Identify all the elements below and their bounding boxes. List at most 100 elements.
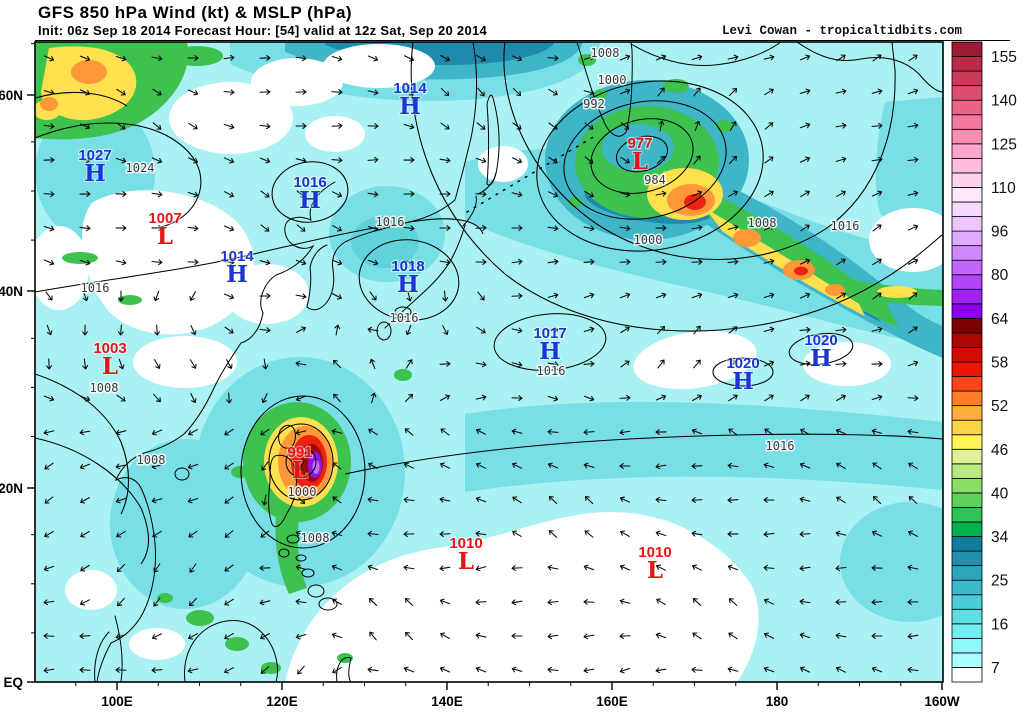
colorbar-segment xyxy=(951,303,983,319)
wind-arrow xyxy=(511,395,523,402)
wind-arrow xyxy=(331,122,343,129)
colorbar-segment xyxy=(951,157,983,174)
wind-arrow xyxy=(43,667,55,674)
wind-arrow xyxy=(657,87,665,97)
wind-arrow xyxy=(403,531,415,537)
wind-arrow xyxy=(547,326,559,333)
contour-value-label: 1016 xyxy=(376,215,405,229)
wind-arrow xyxy=(835,360,847,367)
wind-arrow xyxy=(475,462,487,469)
wind-arrow xyxy=(332,225,342,232)
wind-arrow xyxy=(907,428,919,435)
wind-arrow xyxy=(655,54,667,61)
pressure-value: 1017 xyxy=(533,325,566,342)
wind-arrow xyxy=(583,326,595,333)
wind-arrow xyxy=(908,292,918,300)
wind-arrow xyxy=(907,395,919,402)
wind-arrow xyxy=(224,667,234,674)
wind-arrow xyxy=(583,292,595,299)
wind-arrow xyxy=(223,89,235,96)
wind-arrow xyxy=(619,394,631,401)
wind-arrow xyxy=(764,632,774,639)
wind-arrow xyxy=(403,259,415,266)
wind-arrow xyxy=(187,55,199,61)
wind-arrow xyxy=(403,123,415,130)
wind-arrow xyxy=(115,157,127,164)
wind-arrow xyxy=(620,530,630,537)
wind-arrow xyxy=(547,258,559,265)
wind-arrow xyxy=(908,54,918,62)
wind-arrow xyxy=(799,565,811,572)
wind-arrow xyxy=(116,122,126,130)
wind-arrow xyxy=(511,292,523,299)
colorbar-segment xyxy=(951,361,983,377)
colorbar-segment xyxy=(951,317,983,334)
wind-arrow xyxy=(584,496,594,504)
pressure-value: 1007 xyxy=(148,210,181,227)
wind-arrow xyxy=(367,191,379,198)
wind-arrow xyxy=(261,461,269,471)
wind-arrow xyxy=(475,599,487,606)
contour-value-label: 1008 xyxy=(591,46,620,60)
wind-arrow xyxy=(907,360,919,367)
wind-arrow xyxy=(79,259,91,266)
wind-arrow xyxy=(799,531,811,538)
wind-arrow xyxy=(619,463,631,469)
wind-arrow xyxy=(764,394,774,402)
wind-arrow xyxy=(871,394,883,401)
wind-arrow xyxy=(439,157,451,164)
wind-arrow xyxy=(440,54,450,62)
wind-arrow xyxy=(403,157,415,163)
wind-arrow xyxy=(727,292,739,299)
wind-arrow xyxy=(620,326,630,334)
wind-arrow xyxy=(331,191,343,198)
wind-arrow xyxy=(475,632,487,639)
wind-arrow xyxy=(442,290,449,302)
wind-arrow xyxy=(259,88,271,95)
wind-arrow xyxy=(331,55,343,62)
wind-arrow xyxy=(261,494,268,506)
pressure-value: 1020 xyxy=(726,355,759,372)
wind-arrow xyxy=(799,496,811,503)
wind-arrow xyxy=(583,258,595,265)
wind-arrow xyxy=(295,564,307,571)
pressure-value: 1010 xyxy=(449,535,482,552)
wind-arrow xyxy=(43,225,55,232)
wind-arrow xyxy=(836,258,846,266)
wind-arrow xyxy=(619,225,631,232)
wind-arrow xyxy=(295,598,307,605)
wind-arrow xyxy=(223,259,235,266)
wind-arrow xyxy=(224,564,234,572)
wind-arrow xyxy=(583,360,595,367)
pressure-letter: L xyxy=(102,353,118,380)
wind-arrow xyxy=(655,496,667,503)
wind-arrow xyxy=(331,428,343,435)
wind-arrow xyxy=(907,564,919,571)
contour-value-label: 984 xyxy=(644,173,666,187)
pressure-value: 1014 xyxy=(393,80,427,97)
wind-arrow xyxy=(511,258,523,265)
wind-arrow xyxy=(655,258,667,265)
wind-arrow xyxy=(117,597,125,607)
wind-arrow xyxy=(763,531,775,538)
wind-arrow xyxy=(223,54,235,61)
colorbar-tick-label: 52 xyxy=(991,398,1008,415)
contour-value-label: 1000 xyxy=(288,485,317,499)
pressure-letter: L xyxy=(458,548,474,575)
wind-arrow xyxy=(260,428,270,436)
wind-arrow xyxy=(43,89,55,96)
wind-arrow xyxy=(655,225,667,231)
wind-arrow xyxy=(367,123,379,129)
contour-value-label: 1016 xyxy=(766,439,795,453)
contour-value-label: 1016 xyxy=(537,364,566,378)
wind-arrow xyxy=(44,462,54,470)
wind-arrow xyxy=(82,358,89,370)
wind-arrow xyxy=(333,393,341,403)
wind-arrow xyxy=(799,292,811,299)
wind-arrow xyxy=(907,258,919,265)
y-tick-label: EQ xyxy=(3,675,23,690)
